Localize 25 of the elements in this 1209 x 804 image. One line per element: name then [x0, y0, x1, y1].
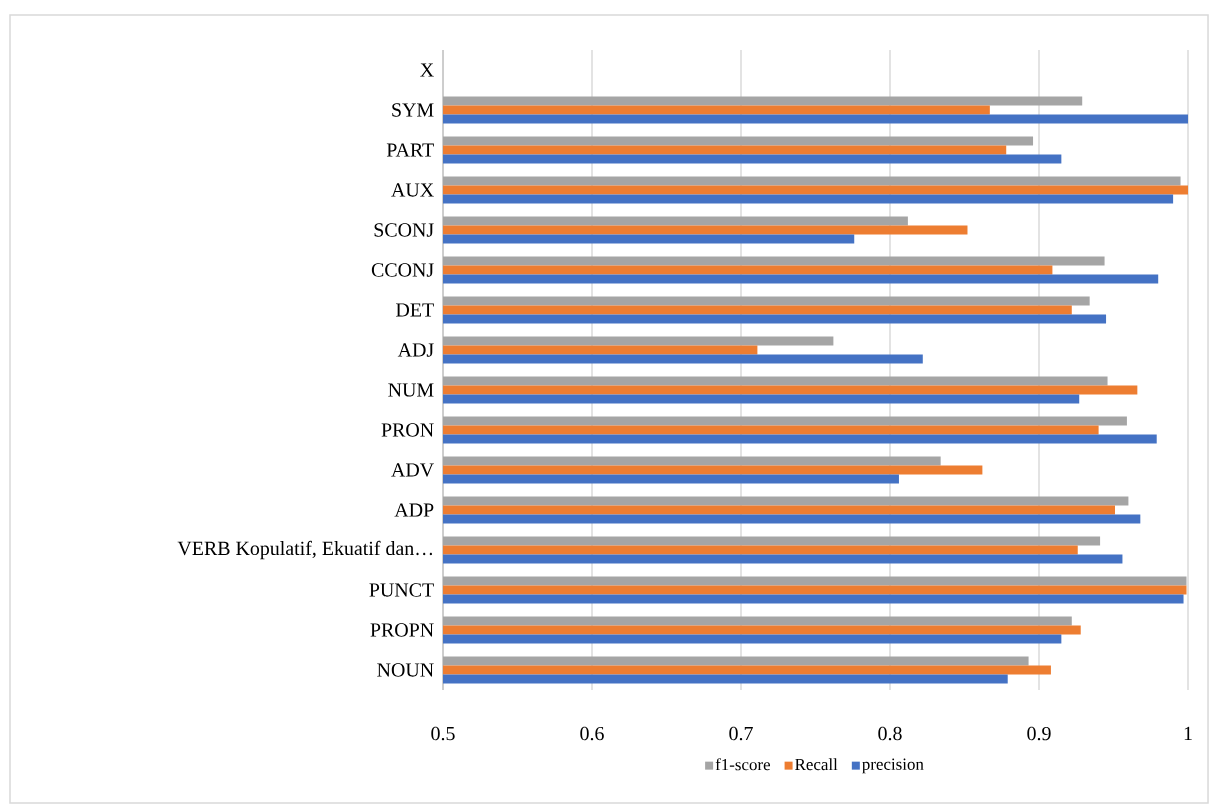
x-tick-label: 1 [1184, 726, 1192, 740]
y-tick-label: PUNCT [369, 583, 434, 597]
legend-label: precision [862, 758, 924, 774]
x-tick-label: 0.5 [431, 726, 455, 741]
y-tick-label: PROPN [370, 623, 434, 637]
legend-label: Recall [795, 758, 838, 771]
x-tick-label: 0.8 [878, 726, 902, 741]
y-tick-label: SYM [392, 103, 434, 117]
y-tick-label: X [420, 63, 434, 77]
y-tick-label: PART [386, 143, 434, 157]
y-tick-label: PRON [381, 423, 434, 437]
y-tick-label: NOUN [377, 663, 434, 677]
y-tick-label: ADJ [397, 343, 434, 357]
x-tick-label: 0.9 [1027, 726, 1051, 741]
y-tick-label: ADP [394, 503, 434, 517]
y-tick-label: AUX [391, 183, 434, 197]
y-tick-label: CCONJ [371, 263, 434, 277]
x-tick-label: 0.6 [580, 726, 604, 741]
y-tick-label: NUM [388, 383, 434, 397]
y-tick-label: SCONJ [374, 223, 434, 237]
y-tick-label: ADV [391, 463, 434, 477]
x-tick-label: 0.7 [729, 726, 753, 741]
y-tick-label: DET [396, 303, 434, 317]
y-tick-label: VERB Kopulatif, Ekuatif dan… [177, 540, 433, 560]
legend-label: f1-score [715, 758, 771, 771]
